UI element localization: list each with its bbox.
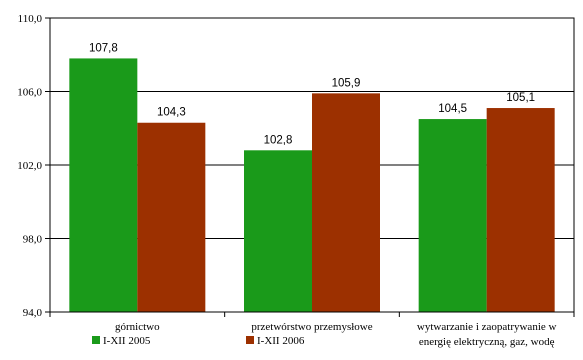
category-label: wytwarzanie i zaopatrywanie w energię ele… <box>417 321 557 348</box>
category-label-line: przetwórstwo przemysłowe <box>251 321 372 333</box>
data-label: 107,8 <box>89 42 118 54</box>
y-tick-label: 106,0 <box>17 87 42 99</box>
plot-frame <box>49 17 575 313</box>
legend-swatch <box>246 336 254 344</box>
bar <box>137 122 206 312</box>
bar <box>244 150 312 312</box>
y-tick-label: 110,0 <box>18 13 43 25</box>
bar <box>69 58 138 312</box>
category-label: przetwórstwo przemysłowe <box>251 321 372 333</box>
y-tick-label: 94,0 <box>23 307 43 319</box>
y-tick-label: 98,0 <box>23 234 43 246</box>
bar <box>312 93 380 313</box>
category-label: górnictwo <box>115 321 160 333</box>
data-label: 104,5 <box>438 103 467 115</box>
data-label: 102,8 <box>264 134 293 146</box>
bar <box>486 108 555 312</box>
y-tick-label: 102,0 <box>17 160 42 172</box>
data-label: 104,3 <box>157 107 186 119</box>
category-label-line: wytwarzanie i zaopatrywanie w <box>417 321 557 333</box>
data-label: 105,9 <box>332 77 361 89</box>
legend-label: I-XII 2005 <box>103 335 151 347</box>
labels: 107,8 104,3 górnictwo 102,8 105,9 przetwórstw… <box>89 42 557 348</box>
category-label-line: górnictwo <box>115 321 160 333</box>
legend-swatch <box>92 336 100 344</box>
bar <box>418 119 487 312</box>
bars <box>69 58 555 313</box>
category-label-line: energię elektryczną, gaz, wodę <box>419 336 555 348</box>
data-label: 105,1 <box>506 92 535 104</box>
legend: I-XII 2005 I-XII 2006 <box>92 335 305 347</box>
axes: 94,0 98,0 102,0 106,0 110,0 <box>17 13 575 319</box>
legend-label: I-XII 2006 <box>257 335 305 347</box>
